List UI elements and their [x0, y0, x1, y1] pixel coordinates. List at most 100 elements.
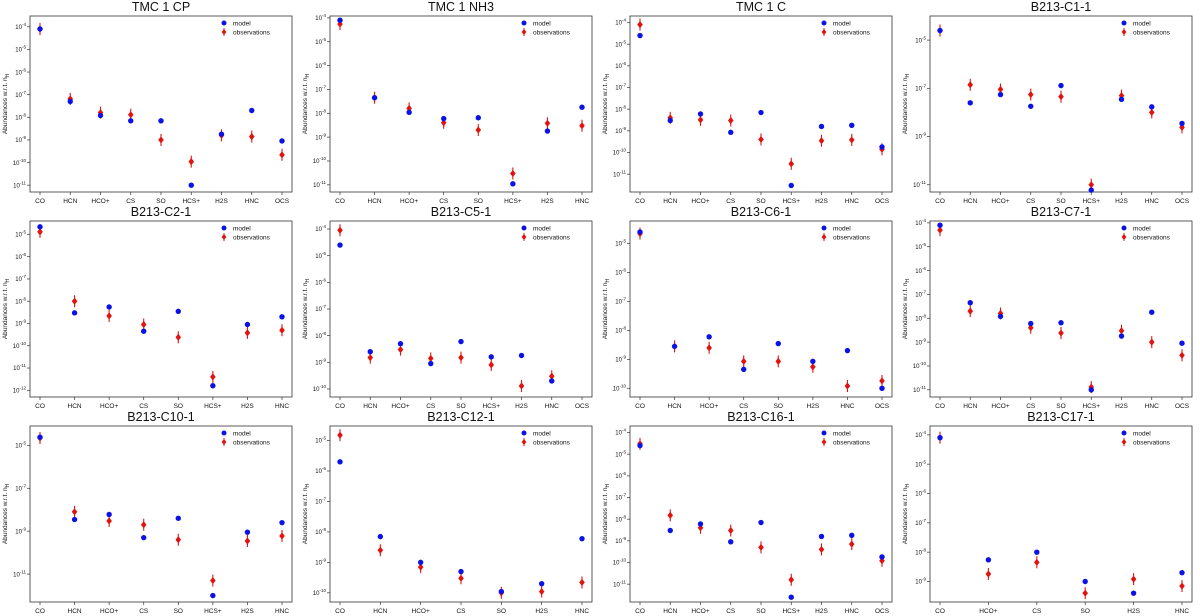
legend-model-label: model — [833, 20, 851, 27]
observation-point — [667, 114, 674, 122]
y-tick-exponent: -9 — [922, 337, 926, 342]
observation-point — [1082, 589, 1088, 597]
x-tick-label: CS — [726, 198, 736, 205]
x-tick-label: HCN — [663, 198, 677, 205]
y-tick-base: 10 — [315, 500, 322, 506]
x-tick-label: H2S — [815, 198, 828, 205]
observation-point — [538, 587, 545, 596]
y-tick-exponent: -4 — [322, 13, 326, 18]
y-tick-base: 10 — [615, 300, 622, 306]
model-point — [518, 352, 525, 359]
model-point — [458, 568, 464, 575]
observation-point — [1088, 181, 1095, 189]
y-tick-base: 10 — [915, 433, 922, 439]
model-point — [844, 347, 851, 354]
y-tick-base: 10 — [915, 340, 922, 346]
x-tick-label: CS — [439, 198, 449, 205]
legend-model-marker — [821, 430, 827, 436]
y-tick-base: 10 — [613, 151, 620, 157]
observation-point — [475, 126, 482, 134]
y-tick-base: 10 — [615, 517, 622, 523]
y-tick-base: 10 — [315, 254, 322, 260]
legend-observations-label: observations — [533, 29, 571, 36]
y-tick-label: 10-7 — [615, 83, 626, 92]
x-tick-label: CO — [335, 198, 345, 205]
y-tick-exponent: -6 — [22, 67, 26, 72]
y-tick-base: 10 — [315, 40, 322, 46]
y-tick-label: 10-4 — [315, 224, 326, 233]
observation-point — [488, 361, 495, 369]
y-tick-exponent: -9 — [622, 126, 626, 131]
model-point — [106, 304, 112, 310]
observation-point — [244, 329, 251, 337]
x-tick-label: SO — [756, 608, 765, 615]
y-tick-exponent: -9 — [22, 319, 26, 324]
model-point — [175, 515, 181, 521]
y-tick-base: 10 — [913, 364, 920, 370]
y-tick-exponent: -6 — [922, 266, 926, 271]
y-axis-label-sub: H — [5, 73, 11, 77]
y-tick-label: 10-8 — [615, 104, 626, 113]
observation-point — [175, 536, 182, 544]
y-tick-exponent: -8 — [322, 331, 326, 336]
y-tick-exponent: -9 — [622, 536, 626, 541]
x-tick-label: HCN — [663, 608, 677, 615]
model-point — [210, 383, 216, 389]
x-tick-label: CS — [456, 608, 466, 615]
y-tick-base: 10 — [615, 452, 622, 458]
model-point — [510, 181, 516, 187]
y-tick-base: 10 — [913, 183, 920, 189]
y-tick-label: 10-4 — [15, 22, 26, 31]
x-tick-label: HCS+ — [204, 608, 222, 615]
observation-point — [244, 537, 251, 545]
y-tick-label: 10-9 — [915, 132, 926, 141]
y-tick-exponent: -8 — [322, 108, 326, 113]
x-tick-label: CO — [35, 608, 45, 615]
y-tick-base: 10 — [915, 87, 922, 93]
chart-title: B213-C10-1 — [127, 410, 194, 424]
y-tick-base: 10 — [315, 469, 322, 475]
x-tick-label: HCN — [68, 608, 82, 615]
model-point — [97, 112, 104, 119]
y-tick-exponent: -7 — [322, 85, 326, 90]
observation-point — [458, 354, 464, 362]
model-point — [141, 534, 147, 541]
observation-point — [788, 576, 795, 584]
observation-point — [279, 326, 285, 334]
x-tick-label: CO — [35, 198, 45, 205]
observation-point — [844, 382, 851, 390]
model-point — [728, 539, 734, 545]
x-tick-label: CS — [139, 403, 149, 410]
model-point — [371, 95, 378, 101]
observation-point — [1058, 93, 1064, 101]
y-tick-exponent: -10 — [319, 384, 326, 389]
model-point — [71, 516, 78, 523]
y-tick-exponent: -7 — [622, 493, 626, 498]
y-tick-exponent: -11 — [920, 180, 927, 185]
model-point — [667, 527, 673, 534]
legend-observations-label: observations — [233, 234, 271, 241]
y-tick-base: 10 — [15, 70, 22, 76]
y-tick-label: 10-10 — [313, 384, 327, 393]
observation-point — [427, 354, 434, 363]
y-axis-label-sub: H — [305, 73, 311, 77]
y-tick-label: 10-11 — [13, 569, 26, 578]
y-axis-label: Abundances w.r.t. nH — [302, 483, 311, 544]
model-point — [279, 138, 285, 144]
y-tick-exponent: -6 — [322, 61, 326, 66]
y-tick-base: 10 — [315, 88, 322, 94]
chart-title: B213-C1-1 — [1031, 0, 1091, 14]
observation-point — [1027, 90, 1034, 99]
model-point — [37, 434, 43, 440]
y-tick-exponent: -5 — [922, 35, 926, 40]
y-tick-exponent: -7 — [622, 297, 626, 302]
y-tick-base: 10 — [915, 221, 922, 227]
observation-point — [337, 431, 343, 439]
y-tick-exponent: -9 — [322, 358, 326, 363]
x-tick-label: OCS — [275, 198, 290, 205]
x-tick-label: HNC — [545, 403, 559, 410]
x-tick-label: H2S — [215, 198, 228, 205]
model-point — [249, 107, 255, 114]
